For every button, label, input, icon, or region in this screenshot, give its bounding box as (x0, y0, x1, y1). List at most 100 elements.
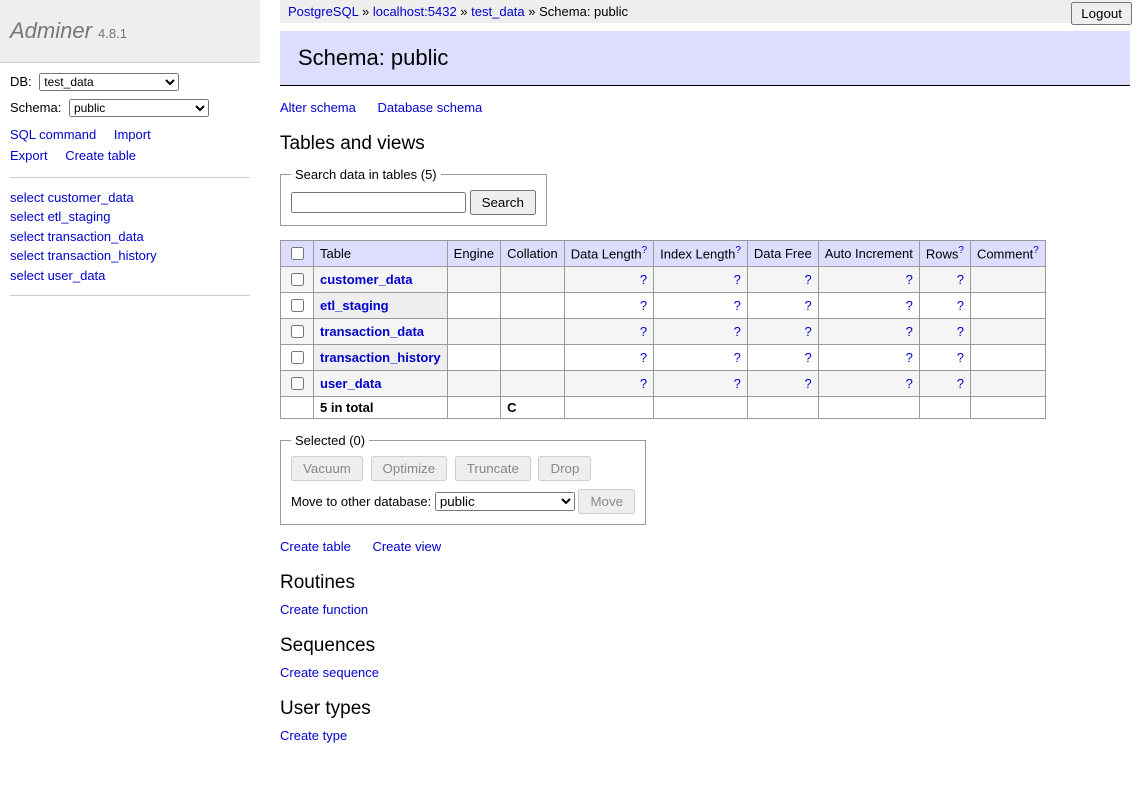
logo-box: Adminer 4.8.1 (0, 0, 260, 63)
select-all-checkbox[interactable] (291, 247, 304, 260)
vacuum-button[interactable] (291, 456, 363, 481)
schema-action-links: Alter schema Database schema (280, 100, 1130, 115)
db-select[interactable]: test_data (39, 73, 179, 91)
db-label: DB: (10, 74, 32, 89)
optimize-button[interactable] (371, 456, 448, 481)
row-table-name: user_data (314, 371, 448, 397)
import-link[interactable]: Import (114, 125, 151, 146)
help-icon[interactable]: ? (1033, 245, 1039, 256)
sql-command-link[interactable]: SQL command (10, 125, 96, 146)
table-row: customer_data????? (281, 267, 1046, 293)
move-label: Move to other database: (291, 494, 431, 509)
export-link[interactable]: Export (10, 146, 48, 167)
main-content: PostgreSQL » localhost:5432 » test_data … (280, 0, 1140, 787)
compute-link[interactable]: ? (804, 298, 811, 313)
sidebar-links: SQL command Import Export Create table (10, 125, 250, 178)
compute-link[interactable]: ? (640, 298, 647, 313)
col-comment: Comment? (970, 241, 1045, 267)
compute-link[interactable]: ? (957, 324, 964, 339)
logout-button[interactable] (1071, 2, 1132, 25)
app-logo: Adminer 4.8.1 (10, 18, 250, 44)
tables-list: Table Engine Collation Data Length? Inde… (280, 240, 1046, 419)
truncate-button[interactable] (455, 456, 531, 481)
create-table-link[interactable]: Create table (65, 146, 136, 167)
table-link[interactable]: transaction_data (320, 324, 424, 339)
schema-select[interactable]: public (69, 99, 209, 117)
logout-wrap (1071, 2, 1132, 25)
compute-link[interactable]: ? (640, 350, 647, 365)
row-checkbox[interactable] (291, 325, 304, 338)
row-checkbox-cell (281, 371, 314, 397)
database-schema-link[interactable]: Database schema (378, 100, 483, 115)
compute-link[interactable]: ? (804, 376, 811, 391)
breadcrumb-database[interactable]: test_data (471, 4, 525, 19)
tables-heading: Tables and views (280, 133, 1130, 155)
move-button[interactable] (578, 489, 635, 514)
db-selector-row: DB: test_data (10, 73, 250, 91)
compute-link[interactable]: ? (957, 298, 964, 313)
create-table-link-main[interactable]: Create table (280, 539, 351, 554)
compute-link[interactable]: ? (734, 376, 741, 391)
sidebar-table-link[interactable]: select user_data (10, 266, 250, 286)
compute-link[interactable]: ? (640, 324, 647, 339)
create-type-link[interactable]: Create type (280, 728, 347, 743)
compute-link[interactable]: ? (734, 350, 741, 365)
sidebar-table-link[interactable]: select transaction_history (10, 246, 250, 266)
help-icon[interactable]: ? (642, 245, 648, 256)
compute-link[interactable]: ? (906, 298, 913, 313)
compute-link[interactable]: ? (906, 324, 913, 339)
compute-link[interactable]: ? (957, 350, 964, 365)
search-button[interactable] (470, 190, 536, 215)
col-data-length: Data Length? (564, 241, 653, 267)
compute-link[interactable]: ? (957, 272, 964, 287)
alter-schema-link[interactable]: Alter schema (280, 100, 356, 115)
footer-total: 5 in total (314, 397, 448, 419)
sidebar: Adminer 4.8.1 DB: test_data Schema: publ… (0, 0, 260, 306)
row-checkbox[interactable] (291, 299, 304, 312)
col-collation: Collation (501, 241, 565, 267)
compute-link[interactable]: ? (906, 376, 913, 391)
sidebar-table-link[interactable]: select customer_data (10, 188, 250, 208)
table-row: transaction_data????? (281, 319, 1046, 345)
footer-collation: C (501, 397, 565, 419)
search-fieldset: Search data in tables (5) (280, 167, 547, 226)
compute-link[interactable]: ? (734, 272, 741, 287)
col-engine: Engine (447, 241, 500, 267)
drop-button[interactable] (538, 456, 591, 481)
sidebar-table-link[interactable]: select etl_staging (10, 207, 250, 227)
breadcrumb-server[interactable]: localhost:5432 (373, 4, 457, 19)
breadcrumb: PostgreSQL » localhost:5432 » test_data … (280, 0, 1130, 23)
compute-link[interactable]: ? (906, 272, 913, 287)
help-icon[interactable]: ? (958, 245, 964, 256)
table-link[interactable]: etl_staging (320, 298, 389, 313)
create-sequence-link[interactable]: Create sequence (280, 665, 379, 680)
breadcrumb-driver[interactable]: PostgreSQL (288, 4, 358, 19)
sidebar-table-link[interactable]: select transaction_data (10, 227, 250, 247)
app-version: 4.8.1 (98, 26, 127, 41)
table-link[interactable]: transaction_history (320, 350, 441, 365)
compute-link[interactable]: ? (804, 324, 811, 339)
compute-link[interactable]: ? (957, 376, 964, 391)
table-row: user_data????? (281, 371, 1046, 397)
move-target-select[interactable]: public (435, 492, 575, 511)
compute-link[interactable]: ? (734, 298, 741, 313)
compute-link[interactable]: ? (734, 324, 741, 339)
compute-link[interactable]: ? (640, 376, 647, 391)
selected-fieldset: Selected (0) Move to other database: pub… (280, 433, 646, 525)
breadcrumb-current: Schema: public (539, 4, 628, 19)
search-input[interactable] (291, 192, 466, 213)
compute-link[interactable]: ? (906, 350, 913, 365)
row-checkbox[interactable] (291, 377, 304, 390)
table-link[interactable]: user_data (320, 376, 381, 391)
compute-link[interactable]: ? (640, 272, 647, 287)
row-checkbox[interactable] (291, 273, 304, 286)
help-icon[interactable]: ? (735, 245, 741, 256)
breadcrumb-sep: » (528, 4, 535, 19)
compute-link[interactable]: ? (804, 350, 811, 365)
compute-link[interactable]: ? (804, 272, 811, 287)
table-link[interactable]: customer_data (320, 272, 412, 287)
create-view-link[interactable]: Create view (372, 539, 441, 554)
row-table-name: etl_staging (314, 293, 448, 319)
create-function-link[interactable]: Create function (280, 602, 368, 617)
row-checkbox[interactable] (291, 351, 304, 364)
